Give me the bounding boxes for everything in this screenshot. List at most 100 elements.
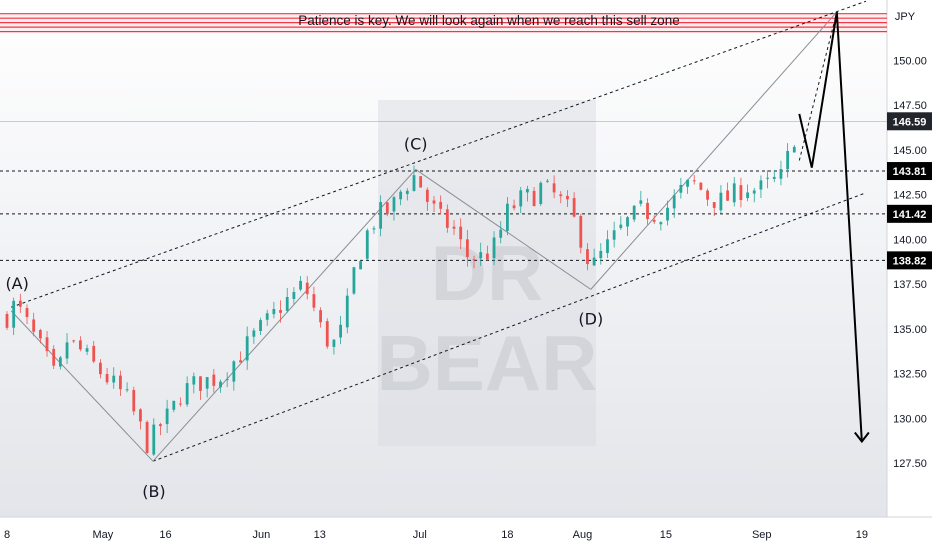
candle-body [259,320,262,332]
time-axis-background [0,517,932,550]
candle-body [472,259,476,261]
candle-body [65,342,69,359]
candle-body [145,421,149,453]
candle-body [479,252,483,259]
candle-body [772,176,776,179]
price-tick-label: 132.50 [893,369,927,381]
time-tick-label: 18 [501,529,513,541]
candle-body [639,200,643,204]
candle-body [405,190,409,195]
candle-body [272,308,276,315]
candle-body [125,389,129,391]
candle-body [492,237,496,259]
candle-body [612,230,616,240]
candle-body [519,190,523,207]
candle-body [732,183,736,203]
candle-body [792,146,796,153]
candle-body [412,175,416,191]
price-badges: 146.59 143.81 141.42 138.82 [887,112,932,270]
time-tick-label: May [93,529,114,541]
price-tick-label: 127.50 [893,458,927,470]
candlestick-series [5,143,796,456]
candle-body [652,220,656,222]
candle-body [512,205,516,209]
candle-body [92,345,96,362]
candle-body [586,249,589,265]
candle-body [192,376,196,385]
candle-body [232,361,236,382]
candle-body [132,390,136,412]
candle-body [445,209,449,228]
candle-body [112,375,116,383]
candle-body [5,313,9,328]
wave-labels: (A)(B)(C)(D)(E) [5,134,603,501]
candle-body [365,230,369,259]
candle-body [245,336,249,361]
candle-body [139,409,142,422]
candle-body [546,180,549,182]
candle-body [719,192,723,211]
time-tick-label: 19 [856,529,868,541]
candle-body [185,383,189,405]
price-tick-label: 150.00 [893,55,927,67]
channel-upper-line [11,0,867,308]
watermark-line-1: DR [431,229,544,317]
candle-body [312,294,316,308]
last-price-badge-bg [887,112,932,131]
candle-body [25,308,29,318]
price-tick-label: 135.00 [893,324,927,336]
candle-body [425,189,429,202]
candle-body [659,222,663,225]
candle-body [305,282,309,295]
candle-body [325,321,329,347]
candle-body [339,324,342,338]
candle-body [239,360,242,363]
level-price-badge: 143.81 [893,166,927,178]
candle-body [726,190,729,201]
candle-body [532,190,536,207]
candle-body [506,203,509,231]
time-tick-label: Jul [413,529,427,541]
candle-body [78,340,82,350]
sell-zone [0,13,887,33]
candle-body [432,200,436,204]
candle-body [385,202,389,214]
wave-segment [590,11,838,290]
candle-body [85,348,89,352]
candle-body [99,362,102,375]
candle-body [712,202,716,208]
candle-body [559,194,563,197]
support-resistance-levels [0,120,887,261]
candle-body [18,300,22,307]
trend-channel [11,0,867,462]
candle-body [72,340,76,342]
candle-body [539,182,543,204]
watermark-box [378,100,596,446]
level-price-badge-bg [887,251,932,270]
candle-body [686,179,689,187]
candle-body [172,400,176,410]
price-tick-label: 142.50 [893,190,927,202]
candle-body [32,319,36,332]
time-tick-label: 15 [660,529,672,541]
price-axis: 127.50 130.00 132.50 135.00 137.50 140.00 142.… [893,55,927,470]
candle-body [599,250,603,259]
candle-body [572,198,576,217]
candle-body [38,330,42,339]
candle-body [566,195,569,200]
candle-body [152,424,156,455]
price-tick-label: 140.00 [893,234,927,246]
channel-lower-line [152,192,867,462]
candle-body [439,201,443,209]
projection-arrow [798,11,870,444]
wave-segment [415,169,592,290]
candle-body [699,182,703,190]
candle-body [352,267,356,294]
candle-body [225,379,229,381]
candle-body [452,226,456,229]
candle-body [786,150,790,170]
time-tick-label: Aug [573,529,593,541]
candle-body [45,337,49,352]
